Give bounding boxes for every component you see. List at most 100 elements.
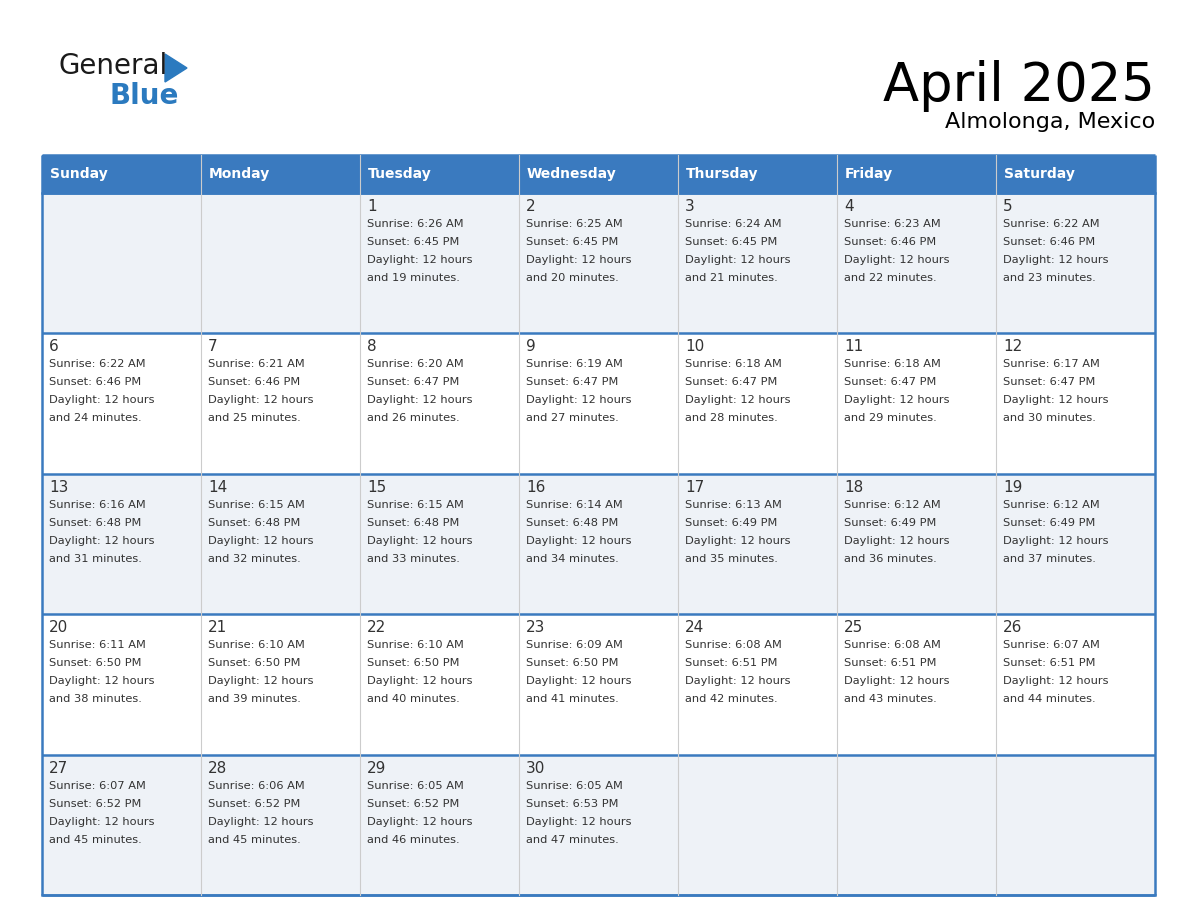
Text: 21: 21 xyxy=(208,621,227,635)
Text: Sunset: 6:47 PM: Sunset: 6:47 PM xyxy=(367,377,460,387)
Text: Daylight: 12 hours: Daylight: 12 hours xyxy=(367,677,473,686)
Text: 3: 3 xyxy=(685,199,695,214)
Text: Sunrise: 6:15 AM: Sunrise: 6:15 AM xyxy=(367,499,463,509)
Text: Sunset: 6:48 PM: Sunset: 6:48 PM xyxy=(208,518,301,528)
Text: Sunset: 6:52 PM: Sunset: 6:52 PM xyxy=(367,799,460,809)
Text: Daylight: 12 hours: Daylight: 12 hours xyxy=(685,536,790,546)
Text: Sunrise: 6:10 AM: Sunrise: 6:10 AM xyxy=(367,640,463,650)
Text: 18: 18 xyxy=(843,480,864,495)
Text: 2: 2 xyxy=(526,199,536,214)
Text: and 28 minutes.: and 28 minutes. xyxy=(685,413,778,423)
Text: and 27 minutes.: and 27 minutes. xyxy=(526,413,619,423)
Text: Daylight: 12 hours: Daylight: 12 hours xyxy=(685,677,790,686)
Text: and 36 minutes.: and 36 minutes. xyxy=(843,554,937,564)
Text: Daylight: 12 hours: Daylight: 12 hours xyxy=(843,255,949,265)
Text: Sunrise: 6:20 AM: Sunrise: 6:20 AM xyxy=(367,360,463,369)
Text: Daylight: 12 hours: Daylight: 12 hours xyxy=(367,817,473,826)
Text: Sunset: 6:47 PM: Sunset: 6:47 PM xyxy=(1003,377,1095,387)
Text: Thursday: Thursday xyxy=(685,167,758,181)
Text: and 38 minutes.: and 38 minutes. xyxy=(49,694,141,704)
Text: 30: 30 xyxy=(526,761,545,776)
Text: Daylight: 12 hours: Daylight: 12 hours xyxy=(843,677,949,686)
Text: and 31 minutes.: and 31 minutes. xyxy=(49,554,141,564)
Text: Sunset: 6:46 PM: Sunset: 6:46 PM xyxy=(843,237,936,247)
Text: 27: 27 xyxy=(49,761,68,776)
Text: and 39 minutes.: and 39 minutes. xyxy=(208,694,301,704)
Text: Sunset: 6:47 PM: Sunset: 6:47 PM xyxy=(526,377,619,387)
Text: 6: 6 xyxy=(49,340,58,354)
Bar xyxy=(996,155,1155,193)
Text: Sunset: 6:46 PM: Sunset: 6:46 PM xyxy=(49,377,141,387)
Polygon shape xyxy=(165,54,187,82)
Text: Sunrise: 6:12 AM: Sunrise: 6:12 AM xyxy=(843,499,941,509)
Text: 4: 4 xyxy=(843,199,854,214)
Text: Sunrise: 6:22 AM: Sunrise: 6:22 AM xyxy=(1003,219,1100,229)
Text: Sunset: 6:50 PM: Sunset: 6:50 PM xyxy=(367,658,460,668)
Text: 19: 19 xyxy=(1003,480,1023,495)
Text: Daylight: 12 hours: Daylight: 12 hours xyxy=(526,255,632,265)
Text: Wednesday: Wednesday xyxy=(527,167,617,181)
Text: Sunset: 6:50 PM: Sunset: 6:50 PM xyxy=(49,658,141,668)
Bar xyxy=(42,155,201,193)
Bar xyxy=(42,755,1155,895)
Text: Daylight: 12 hours: Daylight: 12 hours xyxy=(843,536,949,546)
Text: 9: 9 xyxy=(526,340,536,354)
Bar xyxy=(42,614,1155,755)
Text: Sunrise: 6:09 AM: Sunrise: 6:09 AM xyxy=(526,640,623,650)
Text: and 24 minutes.: and 24 minutes. xyxy=(49,413,141,423)
Text: and 46 minutes.: and 46 minutes. xyxy=(367,834,460,845)
Text: 14: 14 xyxy=(208,480,227,495)
Bar xyxy=(201,155,360,193)
Text: Daylight: 12 hours: Daylight: 12 hours xyxy=(367,536,473,546)
Text: Sunrise: 6:22 AM: Sunrise: 6:22 AM xyxy=(49,360,146,369)
Text: Sunset: 6:46 PM: Sunset: 6:46 PM xyxy=(1003,237,1095,247)
Text: and 41 minutes.: and 41 minutes. xyxy=(526,694,619,704)
Text: Sunset: 6:50 PM: Sunset: 6:50 PM xyxy=(526,658,619,668)
Text: Friday: Friday xyxy=(845,167,893,181)
Text: Daylight: 12 hours: Daylight: 12 hours xyxy=(367,255,473,265)
Text: Sunset: 6:49 PM: Sunset: 6:49 PM xyxy=(1003,518,1095,528)
Text: 15: 15 xyxy=(367,480,386,495)
Bar xyxy=(838,155,996,193)
Text: 1: 1 xyxy=(367,199,377,214)
Text: and 42 minutes.: and 42 minutes. xyxy=(685,694,778,704)
Text: Sunset: 6:50 PM: Sunset: 6:50 PM xyxy=(208,658,301,668)
Text: General: General xyxy=(58,52,168,80)
Text: Daylight: 12 hours: Daylight: 12 hours xyxy=(685,396,790,406)
Text: Sunrise: 6:08 AM: Sunrise: 6:08 AM xyxy=(685,640,782,650)
Bar xyxy=(360,155,519,193)
Bar xyxy=(678,155,838,193)
Text: Sunrise: 6:10 AM: Sunrise: 6:10 AM xyxy=(208,640,305,650)
Text: Daylight: 12 hours: Daylight: 12 hours xyxy=(1003,536,1108,546)
Text: Sunrise: 6:06 AM: Sunrise: 6:06 AM xyxy=(208,780,305,790)
Text: Daylight: 12 hours: Daylight: 12 hours xyxy=(526,817,632,826)
Text: and 47 minutes.: and 47 minutes. xyxy=(526,834,619,845)
Text: and 25 minutes.: and 25 minutes. xyxy=(208,413,301,423)
Text: 13: 13 xyxy=(49,480,69,495)
Text: and 37 minutes.: and 37 minutes. xyxy=(1003,554,1095,564)
Bar xyxy=(42,193,1155,333)
Text: Sunset: 6:51 PM: Sunset: 6:51 PM xyxy=(685,658,777,668)
Text: Sunset: 6:51 PM: Sunset: 6:51 PM xyxy=(843,658,936,668)
Text: Daylight: 12 hours: Daylight: 12 hours xyxy=(526,396,632,406)
Text: and 44 minutes.: and 44 minutes. xyxy=(1003,694,1095,704)
Bar xyxy=(42,474,1155,614)
Text: Daylight: 12 hours: Daylight: 12 hours xyxy=(685,255,790,265)
Text: Sunrise: 6:25 AM: Sunrise: 6:25 AM xyxy=(526,219,623,229)
Text: Sunset: 6:52 PM: Sunset: 6:52 PM xyxy=(49,799,141,809)
Text: Sunrise: 6:12 AM: Sunrise: 6:12 AM xyxy=(1003,499,1100,509)
Text: Daylight: 12 hours: Daylight: 12 hours xyxy=(208,536,314,546)
Text: 17: 17 xyxy=(685,480,704,495)
Text: and 30 minutes.: and 30 minutes. xyxy=(1003,413,1095,423)
Bar xyxy=(519,155,678,193)
Text: Sunset: 6:45 PM: Sunset: 6:45 PM xyxy=(367,237,460,247)
Text: Sunrise: 6:11 AM: Sunrise: 6:11 AM xyxy=(49,640,146,650)
Text: Daylight: 12 hours: Daylight: 12 hours xyxy=(526,536,632,546)
Text: Daylight: 12 hours: Daylight: 12 hours xyxy=(49,817,154,826)
Text: Sunrise: 6:15 AM: Sunrise: 6:15 AM xyxy=(208,499,305,509)
Text: Sunrise: 6:14 AM: Sunrise: 6:14 AM xyxy=(526,499,623,509)
Text: 20: 20 xyxy=(49,621,68,635)
Text: Daylight: 12 hours: Daylight: 12 hours xyxy=(208,817,314,826)
Text: Sunset: 6:48 PM: Sunset: 6:48 PM xyxy=(367,518,460,528)
Text: 8: 8 xyxy=(367,340,377,354)
